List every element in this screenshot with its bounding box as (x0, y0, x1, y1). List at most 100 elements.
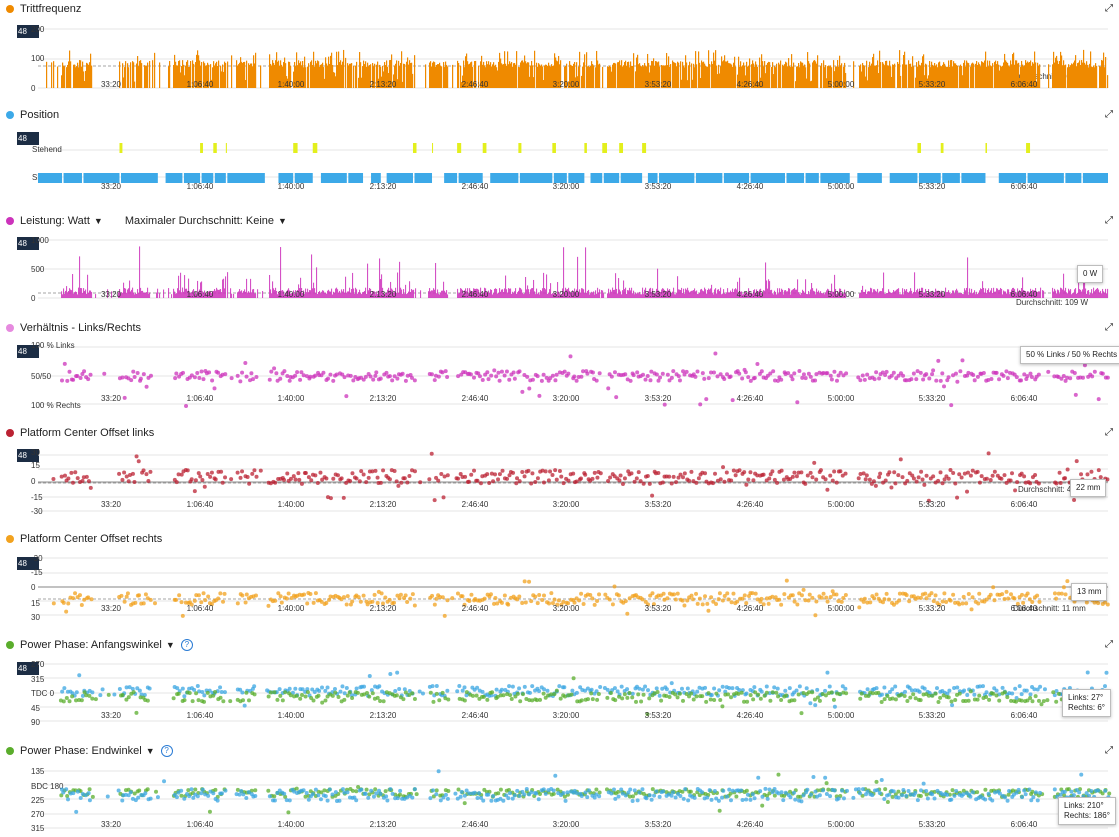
help-icon[interactable]: ? (160, 745, 173, 757)
power-bar (174, 291, 176, 298)
power-bar (202, 291, 204, 298)
data-point (541, 691, 546, 696)
expand-icon[interactable]: ⤢ (1105, 427, 1113, 438)
data-point (194, 691, 199, 696)
data-point (764, 690, 769, 695)
panel-title: Platform Center Offset rechts (6, 531, 162, 547)
cadence-bar (133, 62, 135, 88)
data-point (548, 469, 553, 474)
cadence-bar (972, 62, 974, 88)
data-point (492, 368, 497, 373)
chevron-down-icon[interactable]: ▼ (165, 640, 175, 650)
power-title[interactable]: Leistung: Watt (20, 215, 90, 227)
max-average-selector[interactable]: Maximaler Durchschnitt: Keine (124, 215, 274, 227)
power-bar (751, 292, 753, 298)
data-point (102, 371, 107, 376)
cadence-bar (689, 61, 691, 88)
cadence-bar (169, 61, 171, 88)
cadence-bar (565, 66, 567, 88)
data-point (554, 688, 559, 693)
data-point (639, 699, 644, 704)
data-point (392, 374, 397, 379)
data-point (219, 469, 224, 474)
data-point (805, 787, 810, 792)
data-point (699, 790, 704, 795)
data-point (237, 792, 242, 797)
power-bar (782, 289, 784, 298)
cadence-bar (878, 73, 880, 88)
data-point (487, 480, 492, 485)
y-tick-label: TDC 0 (31, 689, 55, 698)
cadence-bar (1103, 52, 1105, 88)
data-point (390, 791, 395, 796)
power-bar (989, 292, 991, 298)
power-bar (1105, 288, 1107, 298)
cadence-bar (397, 79, 399, 88)
help-icon[interactable]: ? (180, 639, 193, 651)
power-bar (313, 282, 315, 298)
data-point (914, 479, 919, 484)
cadence-bar (544, 65, 546, 88)
power-bar (685, 288, 687, 298)
chevron-down-icon[interactable]: ▼ (278, 216, 287, 226)
data-point (681, 369, 686, 374)
data-point (777, 597, 782, 602)
data-point (608, 475, 613, 480)
data-point (957, 472, 962, 477)
data-point (708, 697, 713, 702)
data-point (363, 791, 368, 796)
cadence-bar (571, 65, 573, 88)
cadence-bar (791, 54, 793, 88)
data-point (88, 485, 93, 490)
data-point (836, 599, 841, 604)
pp-start-title[interactable]: Power Phase: Anfangswinkel (20, 639, 162, 651)
cadence-bar (1067, 67, 1069, 88)
power-bar (1068, 288, 1070, 298)
power-bar (599, 289, 601, 298)
expand-icon[interactable]: ⤢ (1105, 322, 1113, 333)
data-point (120, 375, 125, 380)
data-point (354, 789, 359, 794)
power-bar (723, 289, 725, 298)
cadence-bar (837, 60, 839, 88)
cadence-bar (994, 61, 996, 88)
power-bar (928, 289, 930, 298)
cadence-bar (178, 60, 180, 88)
chevron-down-icon[interactable]: ▼ (93, 216, 103, 226)
pp-end-title[interactable]: Power Phase: Endwinkel (20, 745, 142, 757)
data-point (229, 376, 234, 381)
cadence-bar (254, 63, 256, 88)
expand-icon[interactable]: ⤢ (1105, 3, 1113, 14)
data-point (759, 596, 764, 601)
data-point (957, 691, 962, 696)
position-panel: Position ⤢ 48 StehendSitzend33:201:06:40… (0, 107, 1119, 207)
expand-icon[interactable]: ⤢ (1105, 215, 1113, 226)
expand-icon[interactable]: ⤢ (1105, 745, 1113, 756)
power-bar (687, 287, 689, 298)
power-bar (1013, 287, 1015, 298)
cadence-bar (699, 62, 701, 88)
power-bar (696, 290, 698, 298)
data-point (810, 690, 815, 695)
cadence-bar (213, 61, 215, 88)
expand-icon[interactable]: ⤢ (1105, 639, 1113, 650)
data-point (1027, 787, 1032, 792)
data-point (340, 372, 345, 377)
chevron-down-icon[interactable]: ▼ (145, 746, 155, 756)
power-bar (408, 291, 410, 298)
power-bar (224, 288, 226, 298)
data-point (585, 795, 590, 800)
data-point (1107, 791, 1112, 796)
power-bar (813, 290, 815, 298)
power-bar (969, 288, 971, 298)
power-bar (398, 292, 400, 298)
data-point (948, 468, 953, 473)
data-point (277, 687, 282, 692)
power-bar (1061, 288, 1063, 298)
power-bar (389, 290, 391, 298)
cadence-bar (388, 73, 390, 88)
power-bar (812, 288, 814, 298)
cadence-bar (339, 62, 341, 88)
cadence-bar (1100, 66, 1102, 88)
expand-icon[interactable]: ⤢ (1105, 109, 1113, 120)
